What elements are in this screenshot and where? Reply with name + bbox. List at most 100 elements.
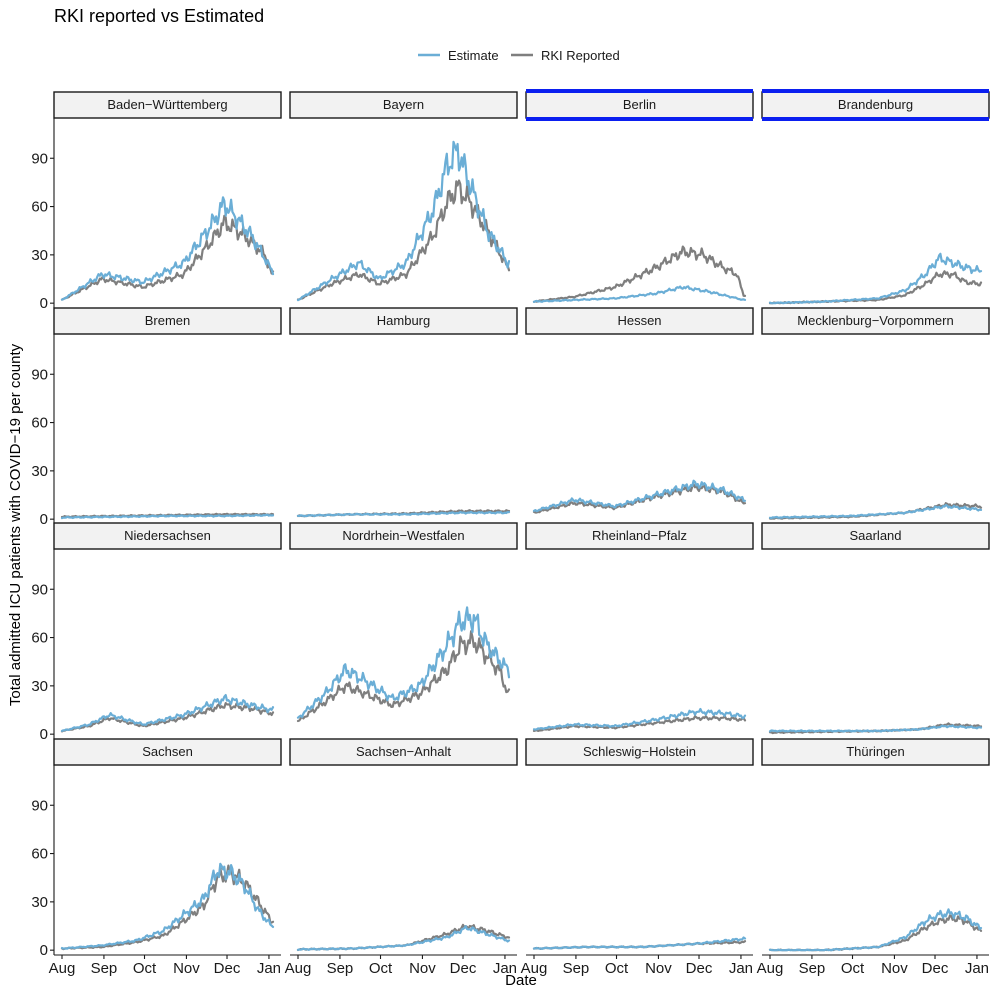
series-estimate [60, 513, 275, 520]
facet-niedersachsen: Niedersachsen 0 30 60 90 [31, 522, 282, 743]
series-estimate [296, 606, 511, 719]
y-tick-label: 90 [31, 797, 48, 814]
facet-label: Schleswig−Holstein [583, 744, 696, 759]
series-estimate [60, 862, 275, 950]
series-estimate [532, 707, 747, 731]
facet-strip [761, 522, 990, 550]
x-tick-label: Aug [49, 960, 76, 977]
facet-strip [53, 738, 282, 766]
y-axis-title: Total admitted ICU patients with COVID−1… [7, 343, 24, 706]
series-estimate [768, 252, 983, 305]
x-tick-label: Jan [965, 960, 989, 977]
legend-label-estimate: Estimate [448, 48, 499, 63]
series-rki-reported [60, 214, 275, 301]
x-tick-label: Aug [757, 960, 784, 977]
y-tick-label: 0 [40, 942, 48, 959]
x-tick-label: Jan [493, 960, 517, 977]
facet-th-ringen: Thüringen Aug Sep Oct Nov Dec Jan [757, 738, 990, 977]
x-tick-label: Sep [327, 960, 354, 977]
series-estimate [296, 510, 511, 518]
facet-bremen: Bremen 0 30 60 90 [31, 307, 282, 528]
facet-strip [289, 91, 518, 119]
series-rki-reported [60, 864, 275, 951]
series-rki-reported [768, 914, 983, 952]
series-estimate [532, 936, 747, 951]
facet-label: Saarland [849, 528, 901, 543]
facet-label: Berlin [623, 97, 656, 112]
x-tick-label: Oct [133, 960, 157, 977]
y-tick-label: 60 [31, 846, 48, 863]
facet-strip [53, 307, 282, 335]
x-tick-label: Nov [409, 960, 436, 977]
y-tick-label: 30 [31, 894, 48, 911]
facet-strip [289, 738, 518, 766]
facet-strip [525, 738, 754, 766]
x-tick-label: Oct [369, 960, 393, 977]
facet-strip [289, 522, 518, 550]
y-tick-label: 90 [31, 150, 48, 167]
y-tick-label: 0 [40, 511, 48, 528]
facet-strip [53, 91, 282, 119]
x-tick-label: Jan [729, 960, 753, 977]
series-rki-reported [296, 179, 511, 301]
series-estimate [768, 724, 983, 733]
facet-mecklenburg-vorpommern: Mecklenburg−Vorpommern [761, 307, 990, 520]
series-estimate [532, 479, 747, 513]
y-tick-label: 30 [31, 247, 48, 264]
x-tick-label: Dec [922, 960, 949, 977]
y-tick-label: 0 [40, 726, 48, 743]
facet-hessen: Hessen [525, 307, 754, 514]
x-tick-label: Sep [91, 960, 118, 977]
facet-label: Bremen [145, 313, 191, 328]
facet-label: Hamburg [377, 313, 430, 328]
x-tick-label: Dec [214, 960, 241, 977]
y-tick-label: 90 [31, 581, 48, 598]
chart-title: RKI reported vs Estimated [54, 6, 264, 26]
facet-saarland: Saarland [761, 522, 990, 735]
y-tick-label: 90 [31, 366, 48, 383]
x-tick-label: Oct [605, 960, 629, 977]
series-rki-reported [532, 245, 747, 303]
x-tick-label: Nov [881, 960, 908, 977]
y-tick-label: 30 [31, 678, 48, 695]
facet-strip [525, 307, 754, 335]
facet-grid: Baden−Württemberg 0 30 60 90 Bayern Berlin Bran… [31, 89, 990, 977]
facet-label: Sachsen [142, 744, 193, 759]
facet-label: Sachsen−Anhalt [356, 744, 451, 759]
series-rki-reported [532, 483, 747, 514]
facet-sachsen-anhalt: Sachsen−Anhalt Aug Sep Oct Nov Dec Jan [285, 738, 518, 977]
series-estimate [60, 196, 275, 301]
facet-label: Hessen [617, 313, 661, 328]
facet-strip [289, 307, 518, 335]
facet-bayern: Bayern [289, 91, 518, 302]
y-tick-label: 30 [31, 463, 48, 480]
facet-label: Nordrhein−Westfalen [342, 528, 464, 543]
facet-strip [525, 522, 754, 550]
x-tick-label: Aug [521, 960, 548, 977]
legend: Estimate RKI Reported [418, 48, 620, 63]
series-estimate [768, 503, 983, 520]
y-tick-label: 60 [31, 415, 48, 432]
facet-hamburg: Hamburg [289, 307, 518, 518]
x-tick-label: Sep [563, 960, 590, 977]
x-axis-title: Date [505, 972, 537, 989]
facet-label: Baden−Württemberg [107, 97, 227, 112]
series-estimate [532, 285, 747, 303]
facet-label: Niedersachsen [124, 528, 211, 543]
y-tick-label: 0 [40, 295, 48, 312]
facet-sachsen: Sachsen 0 30 60 90 Aug Sep Oct Nov Dec Jan [31, 738, 282, 977]
series-estimate [296, 140, 511, 302]
x-tick-label: Nov [173, 960, 200, 977]
facet-berlin: Berlin [525, 89, 754, 303]
x-tick-label: Sep [799, 960, 826, 977]
series-estimate [60, 693, 275, 733]
facet-label: Rheinland−Pfalz [592, 528, 687, 543]
series-rki-reported [296, 630, 511, 723]
x-tick-label: Aug [285, 960, 312, 977]
facet-label: Thüringen [846, 744, 905, 759]
x-tick-label: Jan [257, 960, 281, 977]
facet-rheinland-pfalz: Rheinland−Pfalz [525, 522, 754, 733]
x-tick-label: Nov [645, 960, 672, 977]
x-tick-label: Oct [841, 960, 865, 977]
